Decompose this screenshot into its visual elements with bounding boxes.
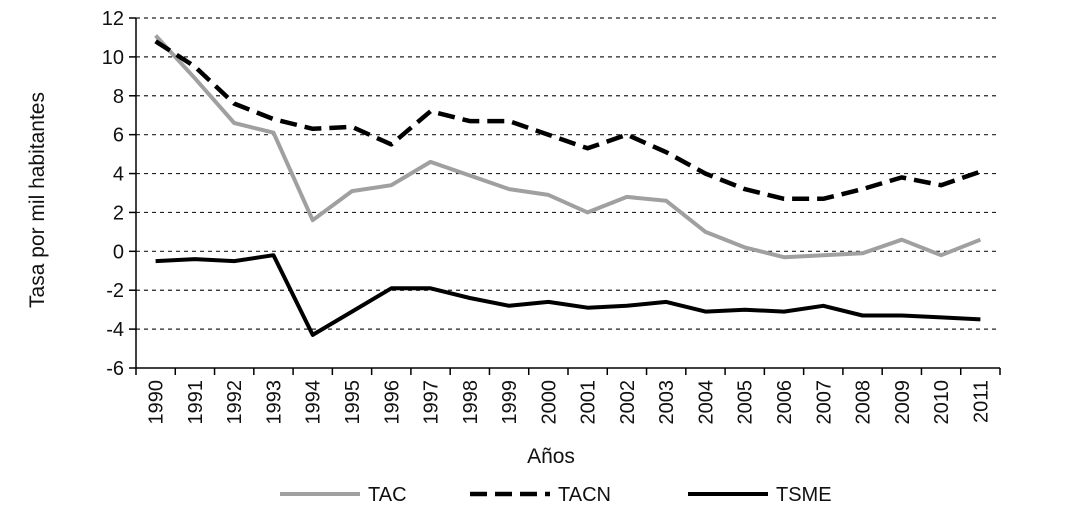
x-tick-label: 1994 xyxy=(303,380,325,425)
x-tick-label: 2006 xyxy=(774,380,796,425)
x-tick-label: 1991 xyxy=(185,380,207,425)
x-tick-label: 2011 xyxy=(970,380,992,423)
x-axis: 1990 1991 1992 1993 1994 1995 1996 1997 1998 1999… xyxy=(135,367,1001,425)
x-tick-label: 2005 xyxy=(735,380,757,425)
y-tick-label: 0 xyxy=(113,241,124,263)
x-tick-label: 1997 xyxy=(421,380,443,425)
series-line-tacn xyxy=(154,39,982,202)
series-lines xyxy=(154,34,982,337)
series-line-tac xyxy=(154,34,982,260)
y-axis-title: Tasa por mil habitantes xyxy=(26,92,49,308)
y-tick-label: 8 xyxy=(113,86,124,108)
x-tick-label: 2000 xyxy=(538,380,560,425)
x-axis-title: Años xyxy=(527,445,575,468)
y-axis: 12 10 8 6 4 2 0 -2 -4 -6 xyxy=(102,8,137,380)
x-tick-label: 2010 xyxy=(931,380,953,425)
x-tick-label: 1992 xyxy=(224,380,246,425)
x-tick-label: 1993 xyxy=(263,380,285,425)
x-tick-label: 1995 xyxy=(342,380,364,425)
x-tick-label: 2001 xyxy=(578,380,600,425)
legend-label-tacn: TACN xyxy=(558,484,611,506)
y-tick-label: -6 xyxy=(106,358,124,380)
x-tick-label: 2002 xyxy=(617,380,639,425)
legend: TAC TACN TSME xyxy=(280,484,832,506)
x-tick-label: 2008 xyxy=(853,380,875,425)
x-tick-label: 2003 xyxy=(656,380,678,425)
y-tick-label: 12 xyxy=(102,8,124,30)
y-tick-label: -4 xyxy=(106,319,124,341)
y-tick-label: 2 xyxy=(113,202,124,224)
legend-label-tac: TAC xyxy=(368,484,407,506)
x-tick-label: 1990 xyxy=(146,380,168,425)
x-tick-label: 1998 xyxy=(460,380,482,425)
x-tick-label: 2009 xyxy=(892,380,914,425)
y-tick-label: -2 xyxy=(106,280,124,302)
legend-label-tsme: TSME xyxy=(776,484,832,506)
y-tick-label: 4 xyxy=(113,164,124,186)
x-tick-label: 2004 xyxy=(695,380,717,425)
x-tick-label: 1996 xyxy=(381,380,403,425)
x-tick-label: 2007 xyxy=(813,380,835,425)
series-line-tsme xyxy=(155,253,981,337)
y-tick-label: 10 xyxy=(102,47,124,69)
y-tick-label: 6 xyxy=(113,125,124,147)
x-tick-label: 1999 xyxy=(499,380,521,425)
gridlines xyxy=(136,17,1000,330)
